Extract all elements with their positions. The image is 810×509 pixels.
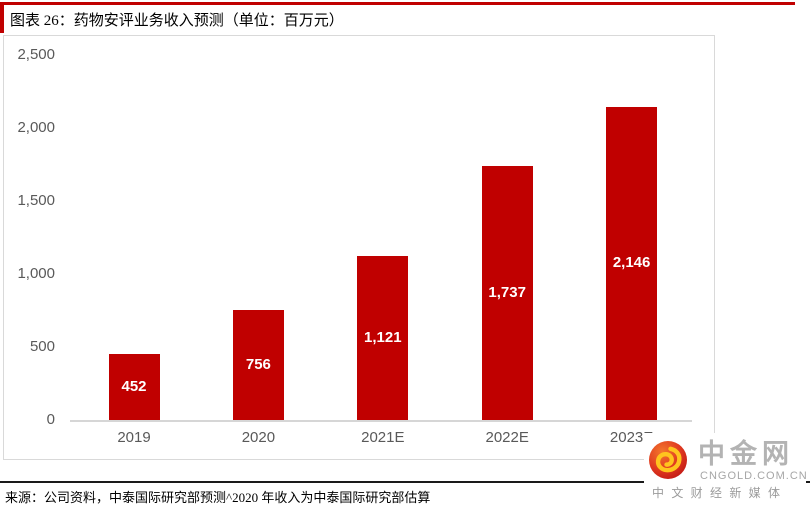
cngold-watermark: 中金网 CNGOLD.COM.CN 中 文 财 经 新 媒 体 [644,433,808,503]
watermark-domain: CNGOLD.COM.CN [700,470,808,482]
x-tick-label: 2023E [609,429,654,446]
bar-value-label: 452 [121,377,147,395]
bar-value-label: 1,121 [364,329,402,347]
y-tick-label: 1,500 [17,192,55,209]
bar-value-label: 756 [245,355,271,373]
y-tick-label: 2,000 [17,119,55,136]
bar-2020: 756 [232,309,284,420]
chart-title: 图表 26：药物安评业务收入预测（单位：百万元） [10,13,344,29]
bar-2021E: 1,121 [357,256,409,420]
y-tick-label: 1,000 [17,265,55,282]
footer-divider-rule [0,481,810,483]
x-tick-label: 2022E [485,429,529,446]
title-accent-bar [0,2,4,33]
bar-value-label: 2,146 [612,254,651,272]
bar-2019: 452 [108,354,160,420]
x-tick-label: 2020 [241,429,276,446]
watermark-tagline: 中 文 财 经 新 媒 体 [652,486,783,500]
bar-value-label: 1,737 [488,284,526,302]
y-tick-label: 500 [29,338,55,355]
x-tick-label: 2021E [361,429,405,446]
bar-2022E: 1,737 [481,166,533,420]
y-tick-label: 2,500 [17,46,55,63]
cngold-flame-swirl-icon [649,441,687,479]
bar-2023E: 2,146 [606,106,658,420]
y-tick-label: 0 [46,411,55,428]
source-note: 来源：公司资料，中泰国际研究部预测^2020 年收入为中泰国际研究部估算 [5,490,431,505]
watermark-name: 中金网 [698,439,794,469]
title-top-rule [0,2,795,5]
x-tick-label: 2019 [117,429,151,446]
x-axis-line [70,420,692,422]
